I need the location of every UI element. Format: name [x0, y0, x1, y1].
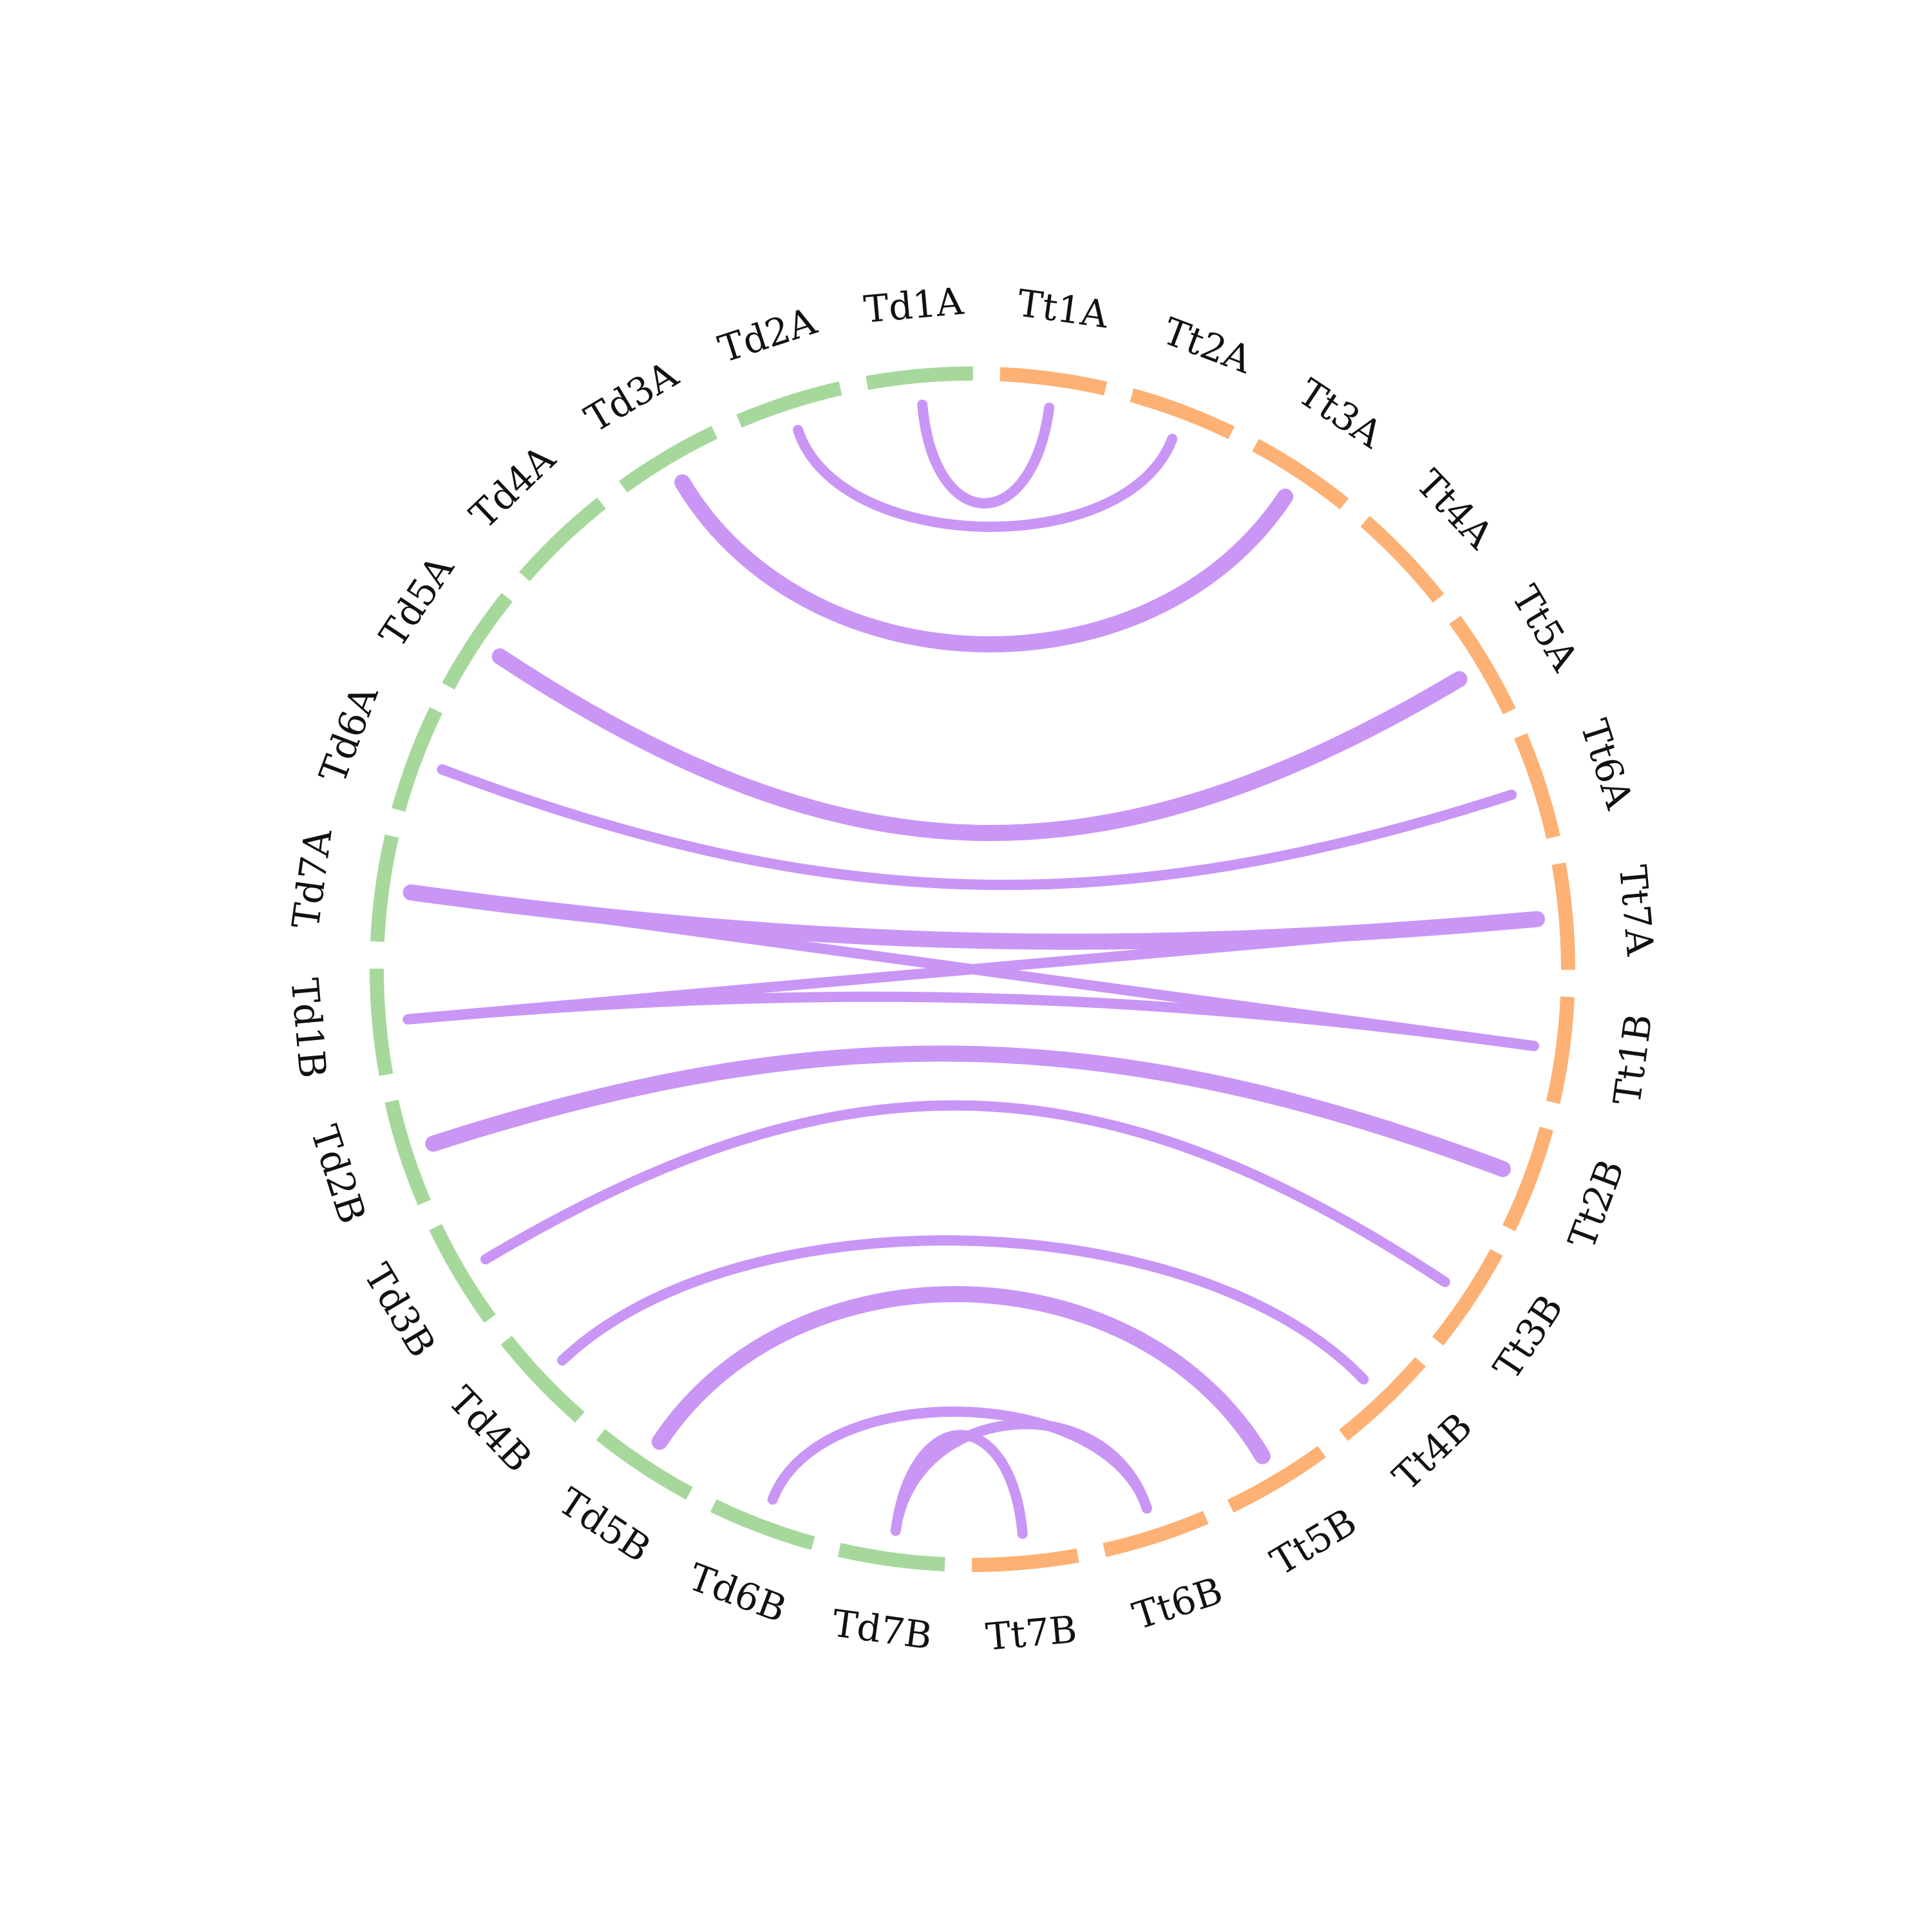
chromosome-label-td1a: Td1A — [862, 279, 966, 331]
chromosome-label-tt1a: Tt1A — [1015, 281, 1112, 337]
link-td5a-tt5a — [491, 648, 1468, 841]
chromosome-label-td4a: Td4A — [461, 436, 564, 537]
link-td2a-tt2a — [793, 424, 1178, 532]
chromosome-block-tt2a — [1130, 388, 1235, 439]
chromosome-label-tt2b: Tt2B — [1560, 1154, 1633, 1255]
chromosome-label-td5a: Td5A — [371, 547, 463, 655]
chromosome-block-td3b — [429, 1224, 496, 1323]
chromosome-block-td6a — [392, 707, 442, 812]
chromosome-block-tt5a — [1449, 615, 1516, 715]
chromosome-block-td1a — [866, 366, 973, 390]
link-td3a-tt3a — [674, 474, 1294, 652]
chromosome-label-td3b: Td3B — [355, 1256, 444, 1365]
link-td2b-tt2b — [425, 1045, 1511, 1177]
chromosome-label-tt7a: Tt7A — [1611, 863, 1662, 958]
chromosome-label-td6a: Td6A — [310, 679, 387, 789]
chromosome-block-tt7a — [1551, 862, 1576, 970]
chromosome-block-td7b — [837, 1542, 945, 1571]
chromosome-label-tt5a: Tt5A — [1503, 578, 1587, 679]
chromosome-label-td7a: Td7A — [283, 826, 340, 931]
link-td6b-tt6b — [767, 1406, 1152, 1514]
chromosome-block-tt2b — [1502, 1126, 1553, 1231]
chromosome-block-tt6b — [1103, 1510, 1209, 1557]
chromosome-label-tt6b: Tt6B — [1128, 1569, 1228, 1638]
chromosome-block-td2a — [736, 381, 842, 428]
chromosome-block-td5b — [596, 1429, 693, 1500]
chromosome-label-td4b: Td4B — [440, 1378, 540, 1481]
chromosome-label-td1b: Td1B — [282, 976, 334, 1080]
chromosome-block-td6b — [710, 1499, 815, 1550]
chromosome-block-td4b — [500, 1336, 585, 1423]
link-td5b-tt5b — [651, 1286, 1271, 1464]
chromosome-label-td5b: Td5B — [551, 1479, 658, 1571]
chromosome-label-td6b: Td6B — [683, 1555, 791, 1631]
link-td1a-tt1a — [917, 399, 1055, 509]
chromosome-label-tt2a: Tt2A — [1157, 309, 1258, 383]
chromosome-block-tt1a — [999, 367, 1108, 396]
chromosome-label-tt3a: Tt3A — [1291, 370, 1391, 457]
chromosome-label-tt5b: Tt5B — [1264, 1500, 1364, 1584]
chromosome-block-td4a — [519, 497, 606, 582]
chromosome-label-tt1b: Tt1B — [1605, 1011, 1661, 1107]
chromosome-block-tt3b — [1432, 1249, 1503, 1346]
chromosome-block-tt1b — [1546, 996, 1575, 1104]
chromosome-label-td2b: Td2B — [302, 1120, 375, 1229]
chromosome-block-tt5b — [1227, 1446, 1327, 1513]
link-td1b-tt7a — [402, 914, 1542, 1025]
link-td6a-tt6a — [437, 764, 1517, 891]
chromosome-label-tt3b: Tt3B — [1485, 1287, 1572, 1387]
chromosome-label-td2a: Td2A — [713, 299, 822, 372]
chromosome-ring — [369, 366, 1576, 1573]
chromosome-block-tt4b — [1339, 1357, 1426, 1441]
chromosome-block-tt6a — [1513, 733, 1560, 839]
chromosome-label-td7b: Td7B — [829, 1601, 934, 1658]
chromosome-label-tt7b: Tt7B — [984, 1607, 1079, 1659]
chromosome-block-td2b — [384, 1099, 431, 1206]
link-td4b-tt4b — [557, 1235, 1369, 1385]
chromosome-label-tt4b: Tt4B — [1385, 1405, 1481, 1499]
chromosome-block-td5a — [442, 592, 513, 690]
chromosome-block-td3a — [618, 426, 718, 493]
chromosome-block-tt7b — [972, 1548, 1079, 1573]
chromosome-block-td7a — [370, 834, 399, 942]
link-td3b-tt3b — [480, 1100, 1450, 1287]
chromosome-label-td3a: Td3A — [577, 352, 686, 441]
link-td7b-tt6b — [890, 1419, 1152, 1536]
chromosome-block-td1b — [369, 969, 393, 1076]
chromosome-block-tt3a — [1252, 439, 1349, 509]
synteny-links — [402, 399, 1546, 1539]
chromosome-label-tt6a: Tt6A — [1572, 714, 1642, 815]
chromosome-label-tt4a: Tt4A — [1408, 461, 1502, 558]
chromosome-block-tt4a — [1360, 516, 1444, 603]
